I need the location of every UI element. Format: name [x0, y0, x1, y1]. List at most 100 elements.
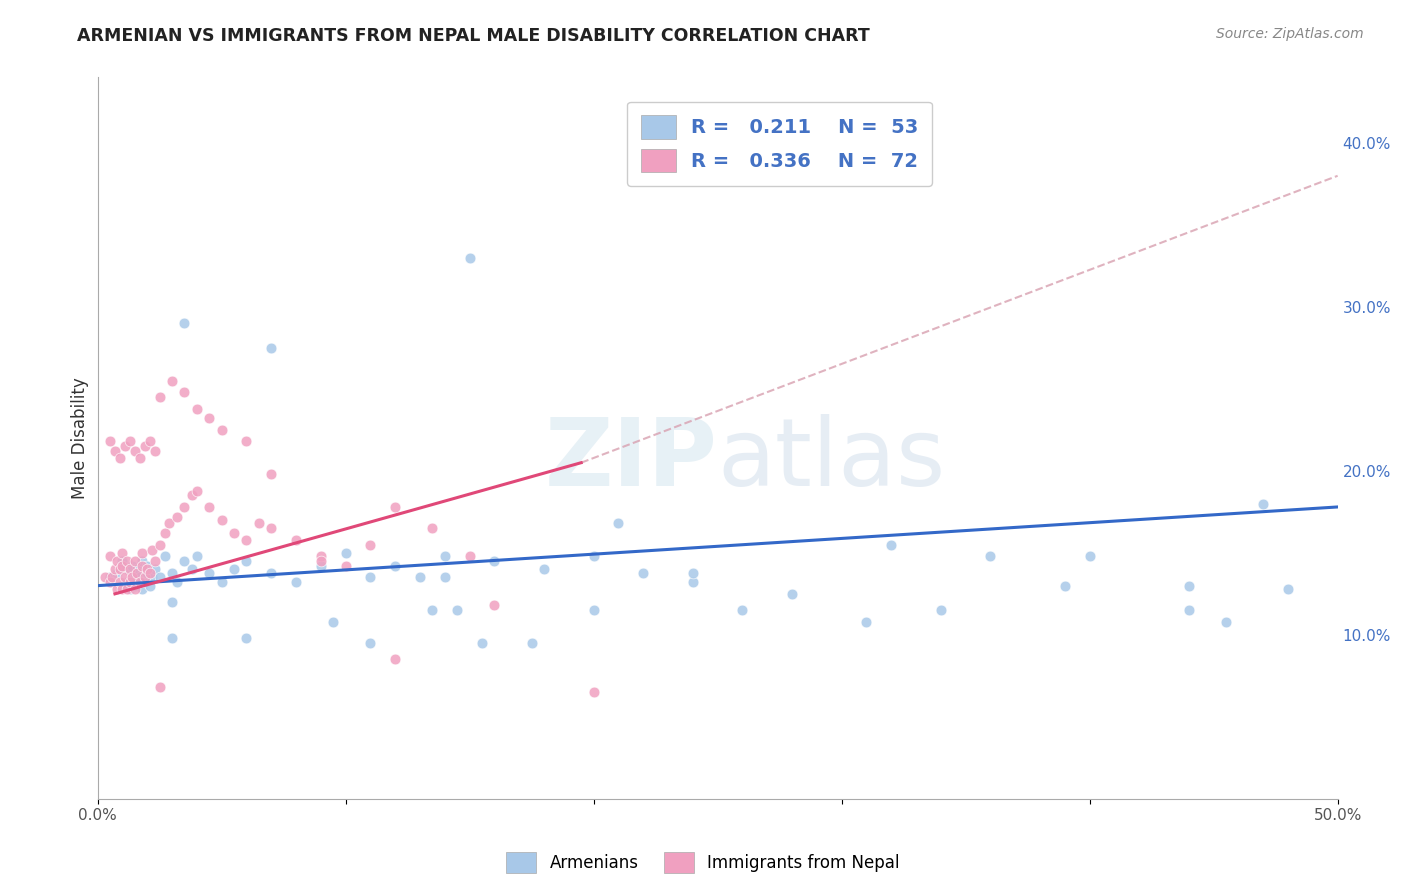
- Point: [107, 566, 129, 580]
- Point: [409, 570, 432, 584]
- Point: [260, 566, 283, 580]
- Point: [260, 467, 283, 482]
- Point: [855, 615, 877, 629]
- Point: [143, 562, 166, 576]
- Point: [94, 570, 117, 584]
- Point: [582, 685, 605, 699]
- Point: [285, 533, 308, 547]
- Point: [153, 526, 176, 541]
- Point: [134, 439, 156, 453]
- Point: [111, 546, 134, 560]
- Point: [117, 554, 139, 568]
- Point: [422, 521, 444, 535]
- Point: [111, 558, 134, 573]
- Point: [309, 549, 332, 563]
- Point: [136, 558, 159, 573]
- Point: [118, 575, 141, 590]
- Point: [173, 500, 195, 514]
- Point: [173, 554, 195, 568]
- Point: [114, 439, 136, 453]
- Point: [780, 587, 803, 601]
- Point: [235, 533, 257, 547]
- Point: [166, 509, 188, 524]
- Point: [108, 562, 131, 576]
- Point: [180, 562, 202, 576]
- Point: [159, 516, 181, 531]
- Point: [143, 554, 166, 568]
- Point: [138, 566, 160, 580]
- Point: [1053, 579, 1076, 593]
- Point: [117, 562, 139, 576]
- Point: [631, 566, 654, 580]
- Point: [141, 570, 163, 584]
- Point: [335, 558, 357, 573]
- Point: [173, 385, 195, 400]
- Text: atlas: atlas: [717, 414, 946, 506]
- Point: [582, 549, 605, 563]
- Point: [582, 603, 605, 617]
- Point: [104, 444, 127, 458]
- Point: [148, 680, 170, 694]
- Point: [118, 434, 141, 449]
- Point: [211, 575, 233, 590]
- Point: [136, 562, 159, 576]
- Point: [222, 526, 245, 541]
- Point: [111, 554, 134, 568]
- Point: [136, 566, 159, 580]
- Point: [121, 570, 143, 584]
- Legend: Armenians, Immigrants from Nepal: Armenians, Immigrants from Nepal: [499, 846, 907, 880]
- Point: [118, 582, 141, 596]
- Point: [285, 575, 308, 590]
- Point: [166, 575, 188, 590]
- Point: [446, 603, 468, 617]
- Point: [124, 582, 146, 596]
- Y-axis label: Male Disability: Male Disability: [72, 377, 89, 499]
- Point: [1277, 582, 1299, 596]
- Point: [111, 579, 134, 593]
- Point: [1178, 603, 1201, 617]
- Point: [114, 570, 136, 584]
- Point: [198, 411, 221, 425]
- Point: [260, 341, 283, 355]
- Point: [1078, 549, 1101, 563]
- Point: [128, 450, 150, 465]
- Point: [322, 615, 344, 629]
- Point: [117, 582, 139, 596]
- Point: [111, 582, 134, 596]
- Point: [186, 401, 208, 416]
- Point: [186, 549, 208, 563]
- Point: [124, 569, 146, 583]
- Point: [124, 579, 146, 593]
- Point: [148, 390, 170, 404]
- Point: [131, 558, 153, 573]
- Text: Source: ZipAtlas.com: Source: ZipAtlas.com: [1216, 27, 1364, 41]
- Point: [124, 554, 146, 568]
- Point: [384, 652, 406, 666]
- Text: ARMENIAN VS IMMIGRANTS FROM NEPAL MALE DISABILITY CORRELATION CHART: ARMENIAN VS IMMIGRANTS FROM NEPAL MALE D…: [77, 27, 870, 45]
- Point: [471, 636, 494, 650]
- Point: [533, 562, 555, 576]
- Point: [198, 566, 221, 580]
- Point: [682, 566, 704, 580]
- Point: [124, 444, 146, 458]
- Point: [682, 575, 704, 590]
- Point: [131, 554, 153, 568]
- Point: [235, 434, 257, 449]
- Point: [98, 575, 121, 590]
- Point: [131, 546, 153, 560]
- Point: [359, 538, 381, 552]
- Point: [260, 521, 283, 535]
- Point: [143, 444, 166, 458]
- Point: [422, 603, 444, 617]
- Point: [384, 558, 406, 573]
- Point: [104, 562, 127, 576]
- Point: [235, 554, 257, 568]
- Point: [148, 570, 170, 584]
- Point: [141, 542, 163, 557]
- Point: [128, 570, 150, 584]
- Point: [309, 558, 332, 573]
- Point: [1251, 497, 1274, 511]
- Point: [384, 500, 406, 514]
- Point: [929, 603, 952, 617]
- Point: [101, 570, 124, 584]
